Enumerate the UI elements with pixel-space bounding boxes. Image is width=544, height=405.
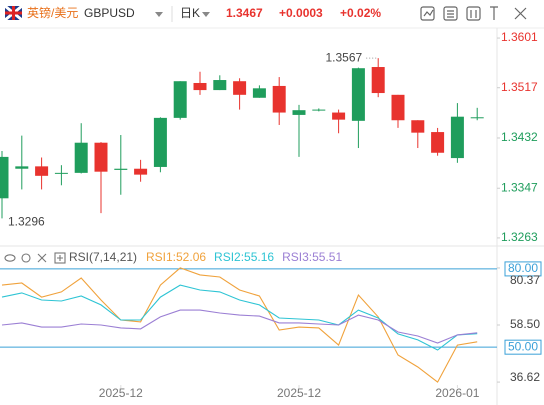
level-box xyxy=(504,261,542,277)
candle-body xyxy=(470,117,484,119)
tool-button[interactable] xyxy=(466,6,481,21)
x-tick-label: 2026-01 xyxy=(435,386,479,400)
max-label: 1.3567 xyxy=(325,50,362,64)
change: +0.0003 xyxy=(279,6,323,20)
candle-body xyxy=(312,109,326,111)
candle-body xyxy=(94,142,108,172)
caret xyxy=(202,12,210,17)
tool-icon xyxy=(447,10,454,18)
symbol[interactable]: GBPUSD xyxy=(84,6,135,20)
eye-icon[interactable] xyxy=(4,254,16,262)
candle-body xyxy=(411,120,425,133)
tool-icon xyxy=(423,9,434,17)
price: 1.3467 xyxy=(226,6,263,20)
change-pct: +0.02% xyxy=(340,6,381,20)
close-icon[interactable] xyxy=(37,253,47,263)
y-tick-label: 80.37 xyxy=(510,273,540,287)
caret xyxy=(155,12,163,17)
legend-entry: RSI2:55.16 xyxy=(214,250,274,264)
y-tick-label: 1.3263 xyxy=(501,230,538,244)
y-tick-label: 1.3347 xyxy=(501,180,538,194)
candle-body xyxy=(35,166,49,176)
rsi-header xyxy=(4,252,66,264)
candle-body xyxy=(351,68,365,121)
candle-body xyxy=(450,116,464,159)
candle-body xyxy=(15,166,29,169)
y-tick-label: 1.3517 xyxy=(501,80,538,94)
tool-icon xyxy=(470,10,477,18)
level-label: 80.00 xyxy=(508,261,538,275)
legend-entry: RSI3:55.51 xyxy=(282,250,342,264)
tool-icon[interactable] xyxy=(490,6,498,20)
flag-cross xyxy=(5,6,22,20)
expand-icon[interactable] xyxy=(54,252,66,264)
legend-entry: RSI1:52.06 xyxy=(146,250,206,264)
candle-body xyxy=(332,112,346,120)
level-box xyxy=(504,339,542,355)
candle-body xyxy=(54,172,68,174)
candle-body xyxy=(431,132,445,153)
candle-body xyxy=(252,88,266,98)
y-tick-label: 36.62 xyxy=(510,370,540,384)
period[interactable]: 日K xyxy=(180,6,200,20)
y-tick-label: 58.50 xyxy=(510,317,540,331)
rsi-lines xyxy=(1,267,478,383)
settings-icon[interactable] xyxy=(21,253,31,263)
candle-body xyxy=(371,67,385,94)
candle-body xyxy=(114,168,128,170)
candles xyxy=(0,58,484,219)
header: 英镑/美元 GBPUSD 日K 1.3467 +0.0003 +0.02% xyxy=(4,4,527,22)
candle-body xyxy=(193,82,207,91)
candle-body xyxy=(173,81,187,118)
x-tick-label: 2025-12 xyxy=(99,386,143,400)
rsi-line xyxy=(1,267,478,383)
candle-body xyxy=(153,117,167,167)
y-tick-label: 1.3601 xyxy=(501,30,538,44)
candle-body xyxy=(213,80,227,91)
close-button[interactable] xyxy=(514,7,527,20)
min-label: 1.3296 xyxy=(8,215,45,229)
tool-button[interactable] xyxy=(420,6,435,21)
tool-button[interactable] xyxy=(443,6,458,21)
rsi-line xyxy=(1,309,478,344)
rsi-title: RSI(7,14,21) xyxy=(69,250,137,264)
candle-body xyxy=(292,110,306,115)
candle-body xyxy=(74,142,88,173)
level-label: 50.00 xyxy=(508,339,538,353)
candle-body xyxy=(272,85,286,113)
pair-name[interactable]: 英镑/美元 xyxy=(27,5,78,20)
candle-body xyxy=(134,168,148,175)
candle-body xyxy=(233,81,247,95)
candle-body xyxy=(0,156,9,199)
expand-icon xyxy=(57,255,63,261)
x-tick-label: 2025-12 xyxy=(277,386,321,400)
y-tick-label: 1.3432 xyxy=(501,130,538,144)
rsi-line xyxy=(1,284,478,351)
candle-body xyxy=(391,94,405,121)
